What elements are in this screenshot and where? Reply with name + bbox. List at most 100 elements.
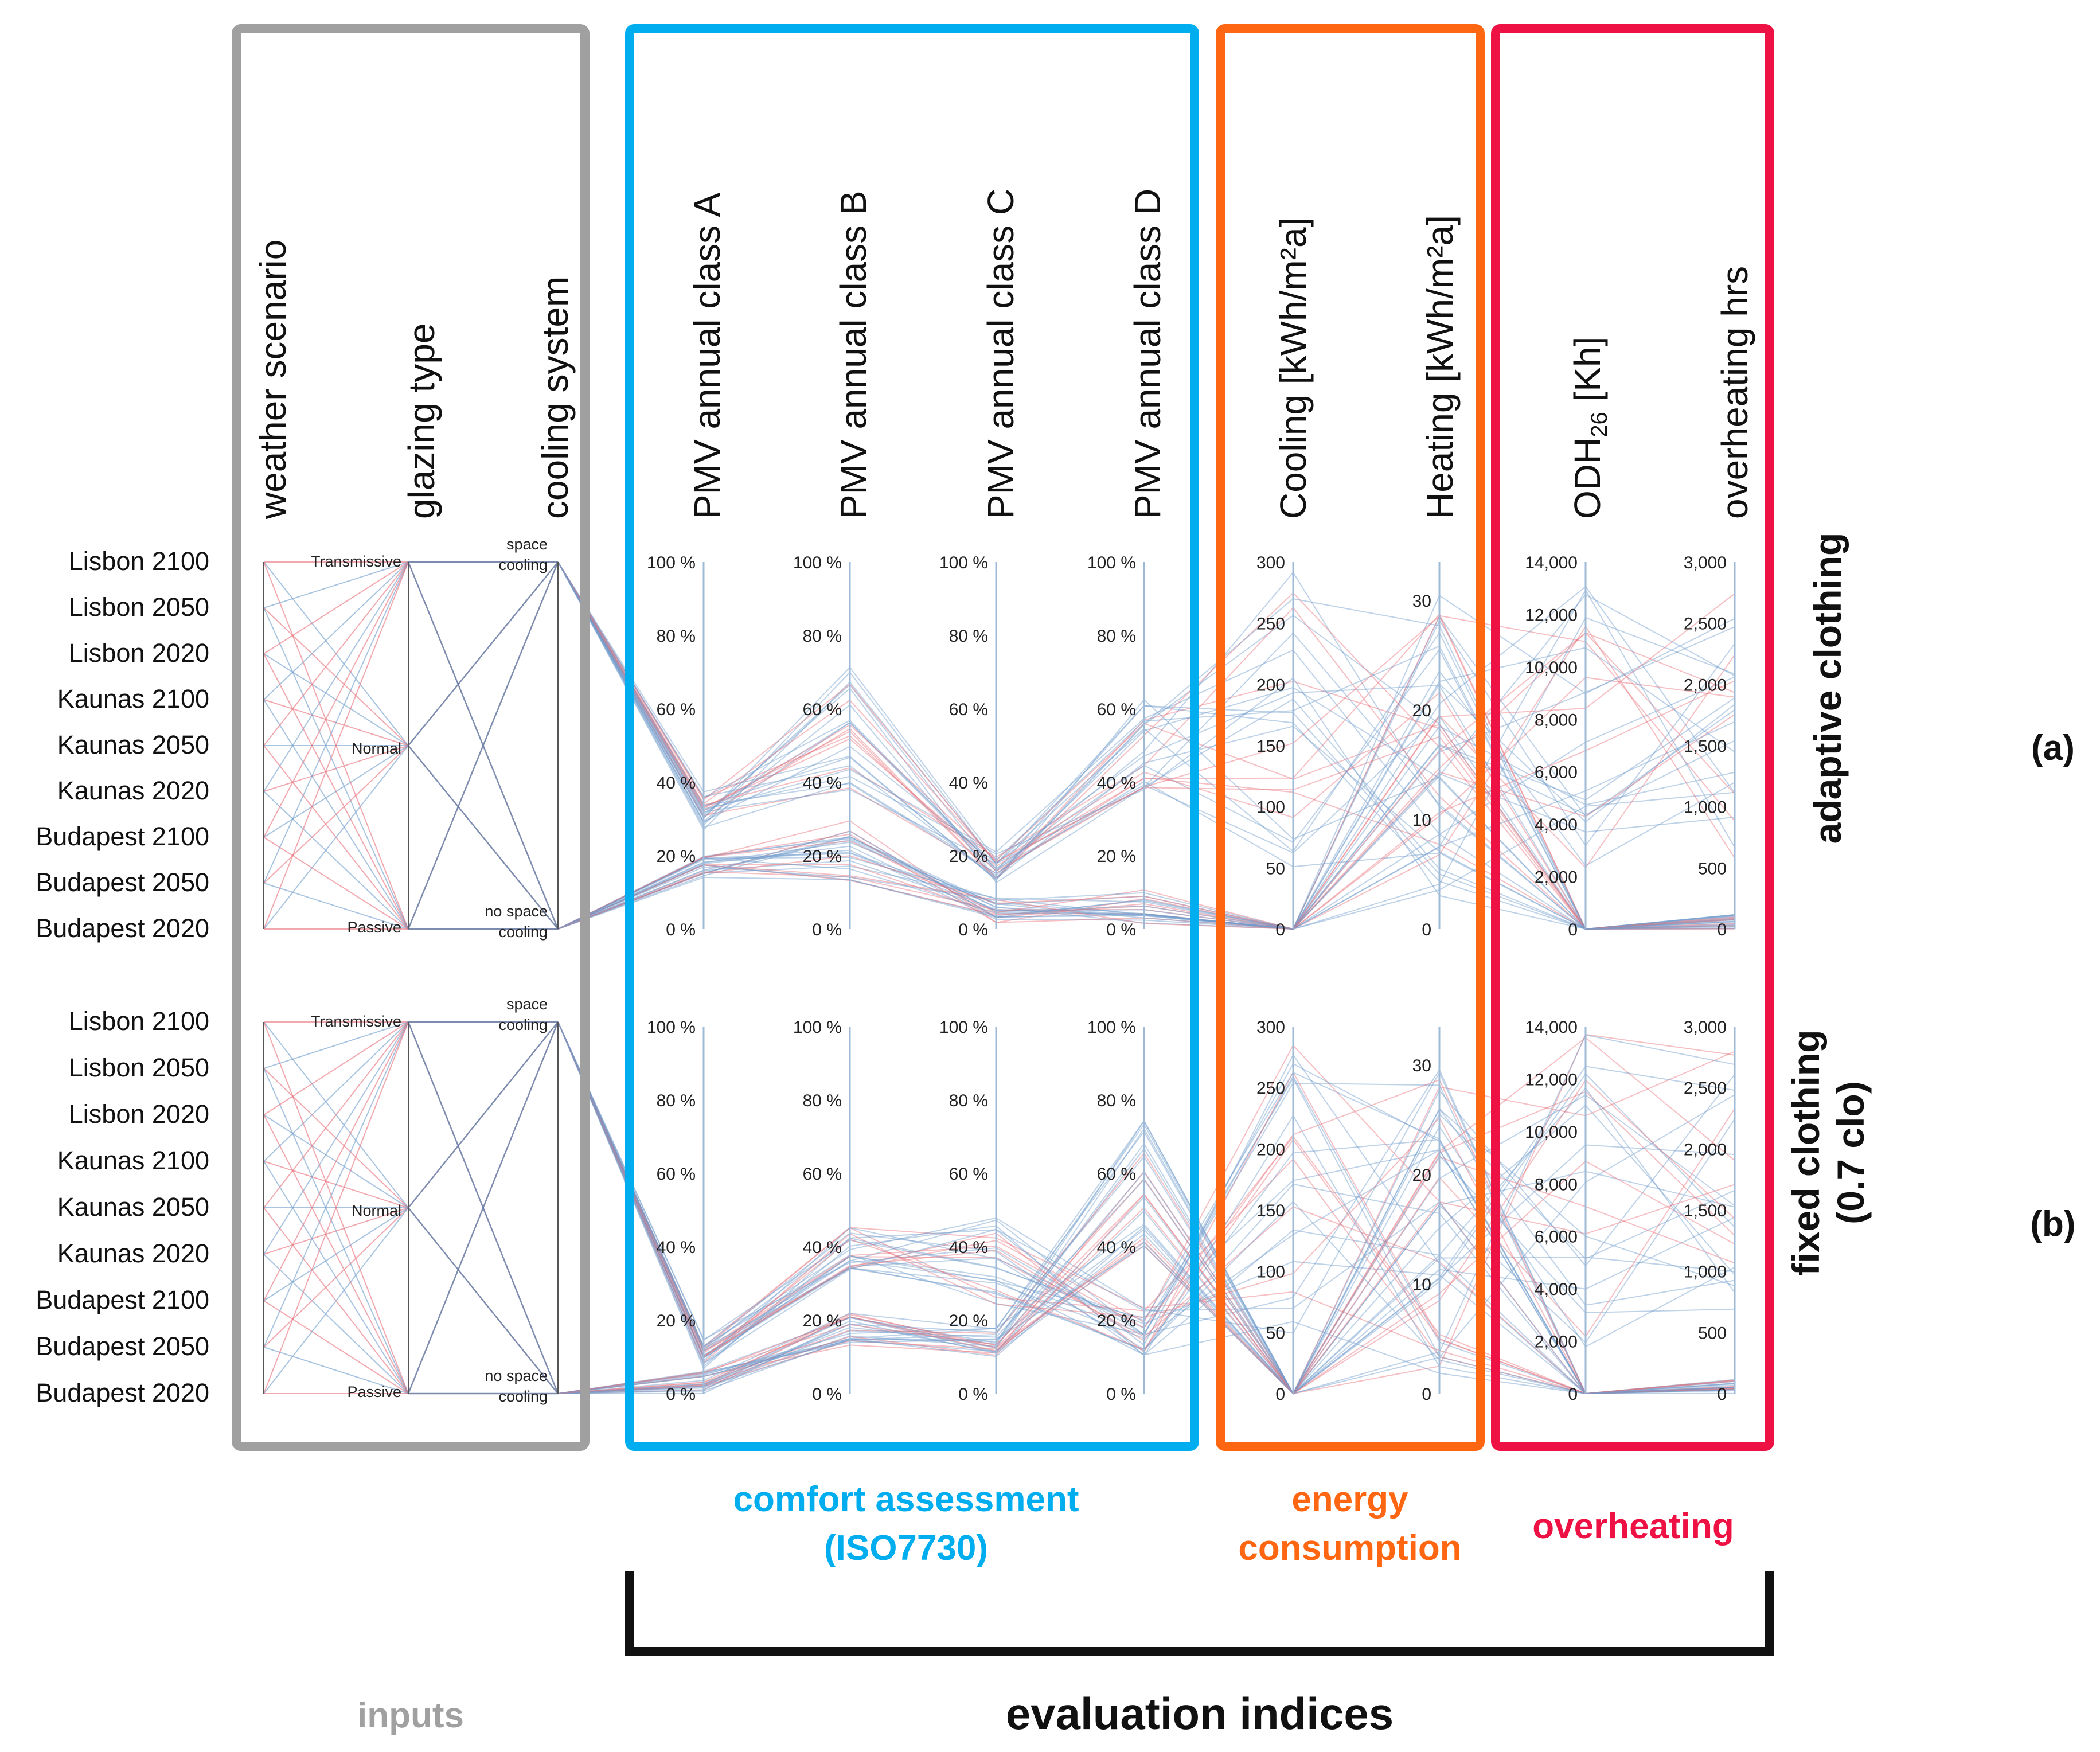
pmv-class-b-tick-label: 20 % bbox=[803, 1312, 842, 1330]
column-title-cooling-system: cooling system bbox=[534, 276, 576, 519]
pmv-class-a-tick-label: 20 % bbox=[657, 847, 696, 866]
pmv-class-a-tick-label: 60 % bbox=[657, 700, 696, 719]
weather-scenario-label: Lisbon 2050 bbox=[69, 1053, 209, 1082]
input-line bbox=[263, 1021, 409, 1115]
input-line bbox=[263, 561, 409, 700]
glazing-type-label: Passive bbox=[347, 919, 401, 936]
cooling-system-label: cooling bbox=[498, 923, 548, 941]
overheating-hrs-tick-label: 2,500 bbox=[1684, 1079, 1727, 1098]
overheating-hrs-tick-label: 500 bbox=[1698, 1324, 1727, 1343]
overheating-hrs-tick-label: 0 bbox=[1717, 920, 1727, 939]
odh26-tick-label: 6,000 bbox=[1535, 763, 1578, 782]
input-line bbox=[408, 1207, 559, 1394]
weather-scenario-label: Lisbon 2020 bbox=[69, 1099, 209, 1129]
glazing-type-label: Passive bbox=[347, 1383, 401, 1400]
cooling-tick-label: 300 bbox=[1256, 553, 1285, 572]
input-line bbox=[263, 1207, 409, 1301]
comfort-assessment-caption-line-2: (ISO7730) bbox=[824, 1528, 988, 1568]
overheating-hrs-tick-label: 2,000 bbox=[1684, 676, 1727, 694]
input-line bbox=[263, 745, 409, 792]
pmv-class-c-tick-label: 100 % bbox=[939, 1018, 988, 1037]
odh-unit: [Kh] bbox=[1567, 337, 1608, 412]
weather-scenario-label: Budapest 2050 bbox=[36, 868, 209, 897]
pmv-class-c-tick-label: 60 % bbox=[949, 1165, 988, 1184]
data-polyline bbox=[557, 1160, 1735, 1395]
pmv-class-d-tick-label: 80 % bbox=[1097, 1091, 1136, 1110]
cooling-tick-label: 100 bbox=[1256, 798, 1285, 817]
inputs-caption: inputs bbox=[357, 1696, 464, 1735]
pmv-class-a-tick-label: 100 % bbox=[647, 553, 696, 572]
weather-scenario-label: Kaunas 2020 bbox=[57, 1239, 209, 1268]
input-line bbox=[263, 791, 409, 930]
odh26-tick-label: 0 bbox=[1568, 1385, 1578, 1404]
column-title-pmv-class-b: PMV annual class B bbox=[833, 190, 874, 519]
column-title-heating: Heating [kWh/m²a] bbox=[1419, 215, 1461, 519]
input-line bbox=[263, 1021, 409, 1301]
pmv-class-b-tick-label: 40 % bbox=[803, 774, 842, 793]
pmv-class-b-tick-label: 100 % bbox=[793, 1018, 842, 1037]
pmv-class-d-tick-label: 100 % bbox=[1087, 553, 1136, 572]
weather-scenario-label: Budapest 2020 bbox=[36, 914, 209, 943]
overheating-hrs-tick-label: 2,000 bbox=[1684, 1140, 1727, 1159]
pmv-class-d-tick-label: 40 % bbox=[1097, 1238, 1136, 1257]
input-line bbox=[263, 1021, 409, 1069]
pmv-class-d-tick-label: 40 % bbox=[1097, 774, 1136, 793]
column-title-glazing-type: glazing type bbox=[401, 323, 442, 519]
pmv-class-b-tick-label: 40 % bbox=[803, 1238, 842, 1257]
input-line bbox=[263, 1207, 409, 1394]
odh26-tick-label: 0 bbox=[1568, 920, 1578, 939]
input-line bbox=[263, 1021, 409, 1162]
cooling-tick-label: 150 bbox=[1256, 737, 1285, 756]
cooling-tick-label: 0 bbox=[1275, 920, 1285, 939]
pmv-class-c-tick-label: 60 % bbox=[949, 700, 988, 719]
weather-scenario-label: Kaunas 2050 bbox=[57, 730, 209, 759]
pmv-class-c-tick-label: 80 % bbox=[949, 1091, 988, 1110]
group-frames bbox=[232, 24, 1774, 1451]
heating-tick-label: 0 bbox=[1422, 920, 1431, 939]
input-line bbox=[408, 745, 559, 930]
overheating-hrs-tick-label: 1,500 bbox=[1684, 737, 1727, 756]
column-title-pmv-class-c: PMV annual class C bbox=[980, 189, 1021, 519]
pmv-class-c-tick-label: 0 % bbox=[958, 920, 988, 939]
overheating-hrs-tick-label: 0 bbox=[1717, 1385, 1727, 1404]
panel-label-b: (b) bbox=[2030, 1204, 2075, 1244]
glazing-type-label: Normal bbox=[352, 740, 401, 757]
odh-subscript: 26 bbox=[1587, 412, 1612, 438]
overheating-hrs-tick-label: 1,500 bbox=[1684, 1201, 1727, 1220]
pmv-class-b-tick-label: 100 % bbox=[793, 553, 842, 572]
cooling-tick-label: 200 bbox=[1256, 1140, 1285, 1159]
pmv-class-c-tick-label: 40 % bbox=[949, 774, 988, 793]
pmv-class-a-tick-label: 100 % bbox=[647, 1018, 696, 1037]
cooling-tick-label: 100 bbox=[1256, 1263, 1285, 1282]
cooling-tick-label: 200 bbox=[1256, 676, 1285, 694]
input-line bbox=[263, 745, 409, 930]
column-title-overheating-hrs: overheating hrs bbox=[1714, 266, 1755, 519]
column-title-odh26: ODH26 [Kh] bbox=[1567, 337, 1612, 519]
odh26-tick-label: 8,000 bbox=[1535, 711, 1578, 729]
cooling-system-label: no space bbox=[485, 903, 548, 920]
overheating-hrs-tick-label: 1,000 bbox=[1684, 1263, 1727, 1282]
column-title-weather-scenario: weather scenario bbox=[252, 240, 294, 520]
cooling-system-label: cooling bbox=[498, 556, 548, 573]
weather-scenario-label: Budapest 2100 bbox=[36, 1285, 209, 1314]
input-line bbox=[263, 745, 409, 884]
cooling-tick-label: 50 bbox=[1266, 859, 1285, 878]
pmv-class-a-tick-label: 40 % bbox=[657, 774, 696, 793]
heating-tick-label: 10 bbox=[1412, 811, 1431, 830]
heating-tick-label: 30 bbox=[1412, 592, 1431, 611]
input-line bbox=[263, 1021, 409, 1394]
weather-scenario-label: Kaunas 2100 bbox=[57, 684, 209, 713]
evaluation-indices-label: evaluation indices bbox=[1006, 1688, 1394, 1739]
overheating-hrs-tick-label: 3,000 bbox=[1684, 1018, 1727, 1037]
cooling-tick-label: 250 bbox=[1256, 615, 1285, 634]
input-line bbox=[263, 561, 409, 654]
overheating-hrs-tick-label: 1,000 bbox=[1684, 798, 1727, 817]
odh-main: ODH bbox=[1567, 438, 1608, 519]
glazing-type-label: Transmissive bbox=[311, 1013, 401, 1030]
pmv-class-b-tick-label: 20 % bbox=[803, 847, 842, 866]
weather-scenario-label: Budapest 2100 bbox=[36, 822, 209, 851]
weather-scenario-label: Kaunas 2020 bbox=[57, 776, 209, 805]
comfort-assessment-frame bbox=[625, 24, 1199, 1451]
pmv-class-a-tick-label: 0 % bbox=[666, 1385, 696, 1404]
